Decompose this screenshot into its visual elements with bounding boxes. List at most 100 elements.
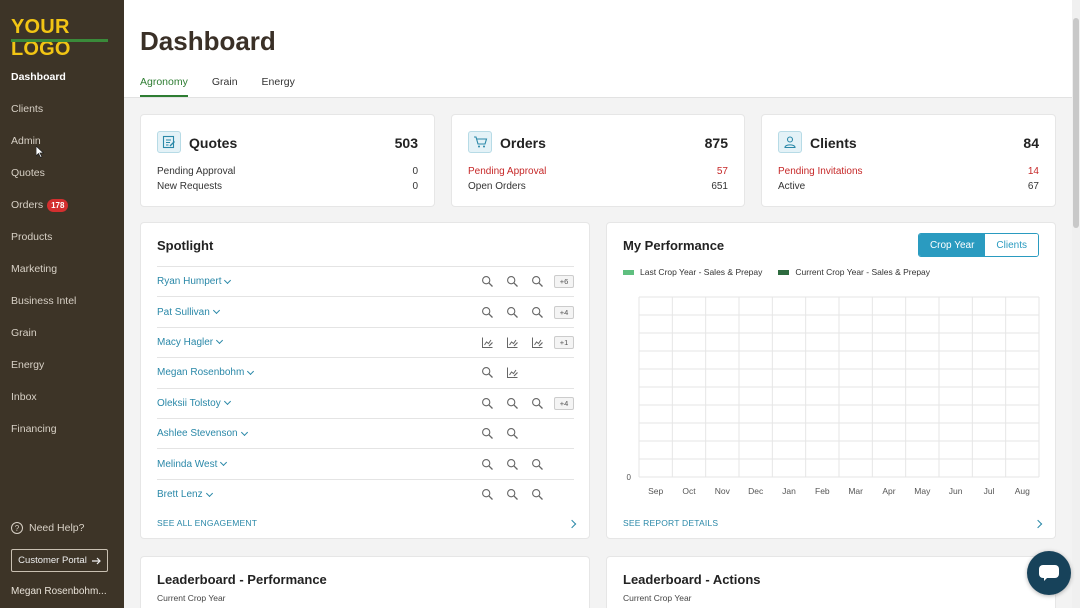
orders-card[interactable]: Orders 875 Pending Approval 57 Open Order… xyxy=(451,114,745,207)
tab-agronomy[interactable]: Agronomy xyxy=(140,76,188,97)
spotlight-title: Spotlight xyxy=(157,238,214,253)
spotlight-person-link[interactable]: Macy Hagler xyxy=(157,337,224,348)
chevron-down-icon xyxy=(224,276,232,284)
user-icon xyxy=(778,131,802,153)
legend-current-crop-year[interactable]: Current Crop Year - Sales & Prepay xyxy=(778,267,930,277)
see-report-details-link[interactable]: SEE REPORT DETAILS xyxy=(623,518,719,528)
sidebar-item-grain[interactable]: Grain xyxy=(0,317,124,349)
orders-pending-row[interactable]: Pending Approval 57 xyxy=(468,166,728,177)
sidebar-item-marketing[interactable]: Marketing xyxy=(0,253,124,285)
sidebar-item-label: Quotes xyxy=(11,167,45,179)
icon-placeholder xyxy=(529,365,545,381)
search-icon[interactable] xyxy=(479,456,495,472)
search-icon[interactable] xyxy=(504,274,520,290)
sidebar-item-admin[interactable]: Admin xyxy=(0,125,124,157)
performance-toggle: Crop Year Clients xyxy=(917,233,1039,257)
sidebar-item-energy[interactable]: Energy xyxy=(0,349,124,381)
x-tick-label: Oct xyxy=(682,486,696,496)
spotlight-person-link[interactable]: Brett Lenz xyxy=(157,489,213,500)
chart-edit-icon[interactable] xyxy=(479,334,495,350)
leaderboard-performance-subtitle: Current Crop Year xyxy=(157,593,226,603)
tab-energy[interactable]: Energy xyxy=(261,76,295,88)
x-tick-label: Apr xyxy=(882,486,895,496)
chart-edit-icon[interactable] xyxy=(529,334,545,350)
help-icon: ? xyxy=(11,522,23,534)
chart-edit-icon[interactable] xyxy=(504,365,520,381)
customer-portal-button[interactable]: Customer Portal xyxy=(11,549,108,572)
search-icon[interactable] xyxy=(504,426,520,442)
more-badge[interactable]: +4 xyxy=(554,305,574,319)
search-icon[interactable] xyxy=(529,395,545,411)
x-tick-label: Dec xyxy=(748,486,764,496)
search-icon[interactable] xyxy=(529,487,545,503)
scroll-thumb[interactable] xyxy=(1073,18,1079,228)
quotes-card[interactable]: Quotes 503 Pending Approval 0 New Request… xyxy=(140,114,435,207)
performance-chart: 0 Sep Oct Nov Dec Jan Feb Mar Apr May Jun Jul Aug xyxy=(627,296,1040,496)
more-badge[interactable]: +4 xyxy=(554,396,574,410)
stat-value: 67 xyxy=(1027,181,1039,192)
clients-card[interactable]: Clients 84 Pending Invitations 14 Active 6… xyxy=(761,114,1056,207)
chart-edit-icon[interactable] xyxy=(504,334,520,350)
x-tick-label: Sep xyxy=(648,486,663,496)
chevron-right-icon[interactable] xyxy=(1033,519,1043,529)
quotes-title: Quotes xyxy=(189,135,238,151)
chat-icon xyxy=(1039,565,1059,581)
clients-toggle[interactable]: Clients xyxy=(985,234,1038,256)
x-tick-label: May xyxy=(914,486,931,496)
spotlight-person-link[interactable]: Megan Rosenbohm xyxy=(157,367,255,379)
spotlight-row: Macy Hagler +1 xyxy=(157,328,574,359)
page-scrollbar[interactable] xyxy=(1072,0,1080,608)
more-badge[interactable]: +1 xyxy=(554,335,574,349)
search-icon[interactable] xyxy=(479,487,495,503)
spotlight-person-link[interactable]: Ryan Humpert xyxy=(157,276,232,287)
search-icon[interactable] xyxy=(504,304,520,320)
spotlight-person-name: Oleksii Tolstoy xyxy=(157,397,221,409)
search-icon[interactable] xyxy=(504,395,520,411)
sidebar-item-clients[interactable]: Clients xyxy=(0,93,124,125)
stat-value: 0 xyxy=(412,181,418,192)
spotlight-person-name: Megan Rosenbohm xyxy=(157,367,245,379)
search-icon[interactable] xyxy=(479,365,495,381)
sidebar-item-products[interactable]: Products xyxy=(0,221,124,253)
orders-total: 875 xyxy=(704,135,728,151)
spotlight-person-link[interactable]: Melinda West xyxy=(157,459,228,470)
search-icon[interactable] xyxy=(479,395,495,411)
need-help-link[interactable]: ? Need Help? xyxy=(11,522,84,534)
search-icon[interactable] xyxy=(479,426,495,442)
see-all-engagement-link[interactable]: SEE ALL ENGAGEMENT xyxy=(157,518,258,528)
user-name[interactable]: Megan Rosenbohm... xyxy=(11,586,107,597)
search-icon[interactable] xyxy=(479,304,495,320)
search-icon[interactable] xyxy=(529,456,545,472)
search-icon[interactable] xyxy=(529,274,545,290)
sidebar-item-dashboard[interactable]: Dashboard xyxy=(0,61,124,93)
clients-pending-row[interactable]: Pending Invitations 14 xyxy=(778,166,1039,177)
sidebar: YOUR LOGO Dashboard Clients Admin Quotes… xyxy=(0,0,124,608)
tab-grain[interactable]: Grain xyxy=(211,76,238,88)
search-icon[interactable] xyxy=(479,274,495,290)
sidebar-item-label: Business Intel xyxy=(11,295,77,307)
chat-button[interactable] xyxy=(1027,551,1071,595)
sidebar-item-inbox[interactable]: Inbox xyxy=(0,381,124,413)
sidebar-item-financing[interactable]: Financing xyxy=(0,413,124,445)
search-icon[interactable] xyxy=(504,456,520,472)
chevron-right-icon[interactable] xyxy=(567,519,577,529)
sidebar-item-quotes[interactable]: Quotes xyxy=(0,157,124,189)
sidebar-item-label: Products xyxy=(11,231,53,243)
spotlight-person-link[interactable]: Pat Sullivan xyxy=(157,307,220,318)
spotlight-actions: +4 xyxy=(479,304,574,320)
legend-last-crop-year[interactable]: Last Crop Year - Sales & Prepay xyxy=(623,267,762,277)
sidebar-item-orders[interactable]: Orders 178 xyxy=(0,189,124,221)
legend-swatch xyxy=(623,269,634,275)
y-tick-label: 0 xyxy=(627,473,632,482)
spotlight-person-link[interactable]: Oleksii Tolstoy xyxy=(157,397,231,409)
clients-total: 84 xyxy=(1023,135,1039,151)
crop-year-toggle[interactable]: Crop Year xyxy=(918,234,986,256)
spotlight-person-link[interactable]: Ashlee Stevenson xyxy=(157,428,248,439)
spotlight-actions xyxy=(479,487,574,503)
orders-title: Orders xyxy=(500,135,546,151)
sidebar-item-business-intel[interactable]: Business Intel xyxy=(0,285,124,317)
search-icon[interactable] xyxy=(529,304,545,320)
cart-icon xyxy=(468,131,492,153)
search-icon[interactable] xyxy=(504,487,520,503)
more-badge[interactable]: +6 xyxy=(554,275,574,289)
